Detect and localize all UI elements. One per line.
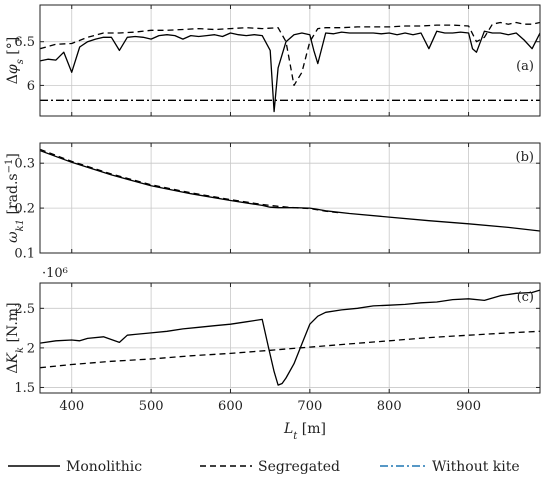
plot-frame <box>39 4 541 117</box>
x-axis-label: Lt [m] <box>283 421 326 442</box>
y-axis-label: ΔKk [N.m] <box>5 302 26 373</box>
panel-c: 1.5 2 2.5 400 500 600 700 800 900 (c) ·10⁶ ΔKk [N.m… <box>5 266 541 414</box>
y-tick-label: 1.5 <box>14 381 35 396</box>
plot-frame <box>39 142 541 254</box>
series-line-segregated <box>40 21 540 87</box>
y-tick-label: 0.2 <box>14 202 35 217</box>
legend-label: Segregated <box>258 459 340 475</box>
series-line-segregated <box>40 330 540 369</box>
y-axis-label: ωk1 [rad.s−1] <box>4 153 26 243</box>
y-tick-label: 0.1 <box>14 247 35 262</box>
series-line-monolithic <box>40 30 540 113</box>
panels: 6 6.5 (a) Δφs [°] 0.1 0.2 0.3 (b) ωk1 [rad.s−1] 1… <box>4 4 541 414</box>
y-tick-label: 2.5 <box>14 302 35 317</box>
series-line-monolithic <box>40 149 540 232</box>
y-axis-label: Δφs [°] <box>5 37 26 84</box>
panel-label: (b) <box>516 150 534 165</box>
legend-label: Without kite <box>432 459 520 475</box>
panel-b: 0.1 0.2 0.3 (b) ωk1 [rad.s−1] <box>4 142 541 262</box>
x-tick-label: 400 <box>59 399 84 414</box>
legend-label: Monolithic <box>66 459 142 475</box>
x-tick-label: 900 <box>456 399 481 414</box>
series-line-monolithic <box>40 289 540 386</box>
legend: Monolithic Segregated Without kite <box>8 459 520 475</box>
y-tick-label: 6 <box>27 79 35 94</box>
x-tick-label: 600 <box>218 399 243 414</box>
x-tick-label: 500 <box>139 399 164 414</box>
panel-label: (c) <box>517 290 534 305</box>
series-line-segregated <box>40 148 342 214</box>
y-tick-label: 0.3 <box>14 157 35 172</box>
plot-frame <box>39 282 541 394</box>
y-tick-label: 6.5 <box>14 35 35 50</box>
y-tick-label: 2 <box>27 341 35 356</box>
panel-label: (a) <box>516 59 534 74</box>
scale-label: ·10⁶ <box>42 266 68 281</box>
x-tick-label: 800 <box>377 399 402 414</box>
x-tick-label: 700 <box>297 399 322 414</box>
panel-a: 6 6.5 (a) Δφs [°] <box>5 4 541 117</box>
